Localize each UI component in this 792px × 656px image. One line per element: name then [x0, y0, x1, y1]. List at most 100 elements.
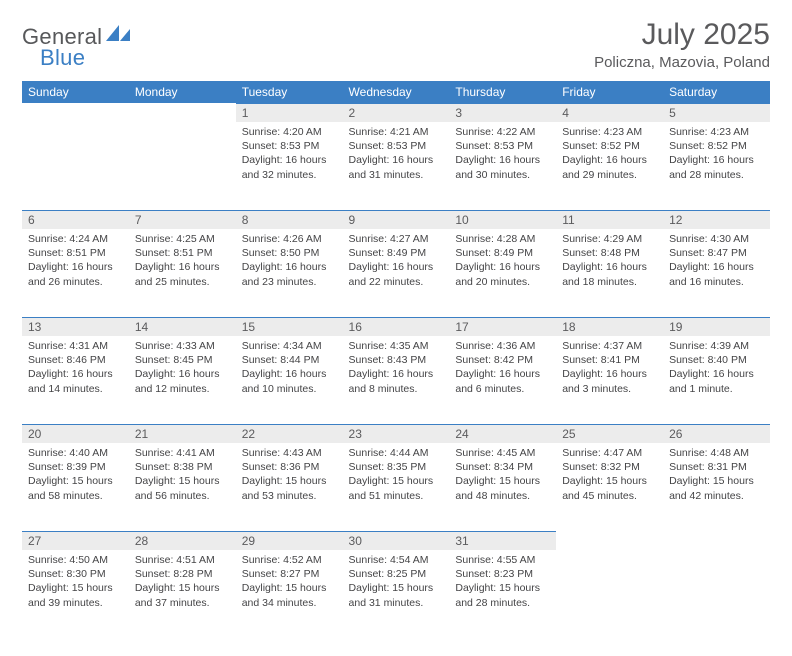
- day-number-cell: 29: [236, 531, 343, 550]
- daylight-line: Daylight: 16 hours and 26 minutes.: [28, 261, 113, 287]
- sunrise-line: Sunrise: 4:31 AM: [28, 340, 108, 352]
- day-number-cell: [663, 531, 770, 550]
- day-cell: Sunrise: 4:26 AMSunset: 8:50 PMDaylight:…: [236, 229, 343, 317]
- sunrise-line: Sunrise: 4:43 AM: [242, 447, 322, 459]
- day-cell: Sunrise: 4:52 AMSunset: 8:27 PMDaylight:…: [236, 550, 343, 638]
- sunset-line: Sunset: 8:51 PM: [135, 247, 213, 259]
- daylight-line: Daylight: 16 hours and 3 minutes.: [562, 368, 647, 394]
- sunset-line: Sunset: 8:52 PM: [669, 140, 747, 152]
- day-details: Sunrise: 4:36 AMSunset: 8:42 PMDaylight:…: [449, 336, 556, 402]
- sunrise-line: Sunrise: 4:47 AM: [562, 447, 642, 459]
- day-details: Sunrise: 4:24 AMSunset: 8:51 PMDaylight:…: [22, 229, 129, 295]
- day-cell: Sunrise: 4:44 AMSunset: 8:35 PMDaylight:…: [343, 443, 450, 531]
- day-details: Sunrise: 4:20 AMSunset: 8:53 PMDaylight:…: [236, 122, 343, 188]
- day-cell: Sunrise: 4:28 AMSunset: 8:49 PMDaylight:…: [449, 229, 556, 317]
- week-daynum-row: 12345: [22, 103, 770, 122]
- day-details: Sunrise: 4:25 AMSunset: 8:51 PMDaylight:…: [129, 229, 236, 295]
- day-number: 6: [22, 210, 129, 229]
- week-body-row: Sunrise: 4:40 AMSunset: 8:39 PMDaylight:…: [22, 443, 770, 531]
- day-cell: Sunrise: 4:25 AMSunset: 8:51 PMDaylight:…: [129, 229, 236, 317]
- daylight-line: Daylight: 15 hours and 58 minutes.: [28, 475, 113, 501]
- daylight-line: Daylight: 16 hours and 28 minutes.: [669, 154, 754, 180]
- daylight-line: Daylight: 15 hours and 56 minutes.: [135, 475, 220, 501]
- sunrise-line: Sunrise: 4:35 AM: [349, 340, 429, 352]
- sunrise-line: Sunrise: 4:37 AM: [562, 340, 642, 352]
- daylight-line: Daylight: 15 hours and 45 minutes.: [562, 475, 647, 501]
- daylight-line: Daylight: 16 hours and 29 minutes.: [562, 154, 647, 180]
- day-details: Sunrise: 4:43 AMSunset: 8:36 PMDaylight:…: [236, 443, 343, 509]
- sunrise-line: Sunrise: 4:30 AM: [669, 233, 749, 245]
- sunrise-line: Sunrise: 4:33 AM: [135, 340, 215, 352]
- day-number-cell: 22: [236, 424, 343, 443]
- location-label: Policzna, Mazovia, Poland: [594, 54, 770, 71]
- day-cell: Sunrise: 4:34 AMSunset: 8:44 PMDaylight:…: [236, 336, 343, 424]
- day-number: 3: [449, 103, 556, 122]
- day-number: 17: [449, 317, 556, 336]
- col-wednesday: Wednesday: [343, 81, 450, 103]
- sunset-line: Sunset: 8:25 PM: [349, 568, 427, 580]
- day-details: Sunrise: 4:45 AMSunset: 8:34 PMDaylight:…: [449, 443, 556, 509]
- sunset-line: Sunset: 8:52 PM: [562, 140, 640, 152]
- day-cell: Sunrise: 4:51 AMSunset: 8:28 PMDaylight:…: [129, 550, 236, 638]
- day-number: 9: [343, 210, 450, 229]
- day-details: Sunrise: 4:47 AM Sunset: 8:32 PM Daylight:…: [556, 443, 663, 509]
- day-cell: Sunrise: 4:39 AMSunset: 8:40 PMDaylight:…: [663, 336, 770, 424]
- day-number: 4: [556, 103, 663, 122]
- day-number-cell: 14: [129, 317, 236, 336]
- day-number: 8: [236, 210, 343, 229]
- daylight-line: Daylight: 16 hours and 32 minutes.: [242, 154, 327, 180]
- sunrise-line: Sunrise: 4:41 AM: [135, 447, 215, 459]
- daylight-line: Daylight: 16 hours and 8 minutes.: [349, 368, 434, 394]
- sunset-line: Sunset: 8:32 PM: [562, 461, 640, 473]
- month-title: July 2025: [594, 18, 770, 52]
- day-number-cell: 25: [556, 424, 663, 443]
- day-number: 12: [663, 210, 770, 229]
- sunset-line: Sunset: 8:50 PM: [242, 247, 320, 259]
- day-cell: Sunrise: 4:48 AMSunset: 8:31 PMDaylight:…: [663, 443, 770, 531]
- calendar-table: Sunday Monday Tuesday Wednesday Thursday…: [22, 81, 770, 638]
- sunrise-line: Sunrise: 4:55 AM: [455, 554, 535, 566]
- sunrise-line: Sunrise: 4:48 AM: [669, 447, 749, 459]
- day-number: 27: [22, 531, 129, 550]
- day-cell: [556, 550, 663, 638]
- day-cell: Sunrise: 4:36 AMSunset: 8:42 PMDaylight:…: [449, 336, 556, 424]
- sunset-line: Sunset: 8:48 PM: [562, 247, 640, 259]
- day-number-cell: 12: [663, 210, 770, 229]
- day-number-cell: 5: [663, 103, 770, 122]
- day-cell: Sunrise: 4:54 AMSunset: 8:25 PMDaylight:…: [343, 550, 450, 638]
- day-details: Sunrise: 4:48 AMSunset: 8:31 PMDaylight:…: [663, 443, 770, 509]
- day-number-cell: 10: [449, 210, 556, 229]
- daylight-line: Daylight: 16 hours and 30 minutes.: [455, 154, 540, 180]
- sunrise-line: Sunrise: 4:40 AM: [28, 447, 108, 459]
- day-cell: Sunrise: 4:31 AMSunset: 8:46 PMDaylight:…: [22, 336, 129, 424]
- daylight-line: Daylight: 15 hours and 28 minutes.: [455, 582, 540, 608]
- sunset-line: Sunset: 8:53 PM: [455, 140, 533, 152]
- daylight-line: Daylight: 15 hours and 53 minutes.: [242, 475, 327, 501]
- daylight-line: Daylight: 16 hours and 20 minutes.: [455, 261, 540, 287]
- daylight-line: Daylight: 15 hours and 31 minutes.: [349, 582, 434, 608]
- day-details: Sunrise: 4:54 AMSunset: 8:25 PMDaylight:…: [343, 550, 450, 616]
- day-number-cell: 20: [22, 424, 129, 443]
- day-details: Sunrise: 4:33 AMSunset: 8:45 PMDaylight:…: [129, 336, 236, 402]
- day-details: Sunrise: 4:27 AMSunset: 8:49 PMDaylight:…: [343, 229, 450, 295]
- day-details: Sunrise: 4:39 AMSunset: 8:40 PMDaylight:…: [663, 336, 770, 402]
- sunrise-line: Sunrise: 4:52 AM: [242, 554, 322, 566]
- day-details: Sunrise: 4:29 AMSunset: 8:48 PMDaylight:…: [556, 229, 663, 295]
- sunrise-line: Sunrise: 4:50 AM: [28, 554, 108, 566]
- day-cell: [22, 122, 129, 210]
- sunset-line: Sunset: 8:51 PM: [28, 247, 106, 259]
- sunset-line: Sunset: 8:45 PM: [135, 354, 213, 366]
- day-cell: Sunrise: 4:40 AMSunset: 8:39 PMDaylight:…: [22, 443, 129, 531]
- day-number: 5: [663, 103, 770, 122]
- col-tuesday: Tuesday: [236, 81, 343, 103]
- day-number-cell: 26: [663, 424, 770, 443]
- week-body-row: Sunrise: 4:50 AMSunset: 8:30 PMDaylight:…: [22, 550, 770, 638]
- day-cell: Sunrise: 4:23 AMSunset: 8:52 PMDaylight:…: [556, 122, 663, 210]
- sunset-line: Sunset: 8:49 PM: [349, 247, 427, 259]
- daylight-line: Daylight: 16 hours and 14 minutes.: [28, 368, 113, 394]
- day-number: 7: [129, 210, 236, 229]
- day-details: Sunrise: 4:26 AMSunset: 8:50 PMDaylight:…: [236, 229, 343, 295]
- day-cell: [663, 550, 770, 638]
- day-cell: Sunrise: 4:41 AMSunset: 8:38 PMDaylight:…: [129, 443, 236, 531]
- day-details: Sunrise: 4:55 AMSunset: 8:23 PMDaylight:…: [449, 550, 556, 616]
